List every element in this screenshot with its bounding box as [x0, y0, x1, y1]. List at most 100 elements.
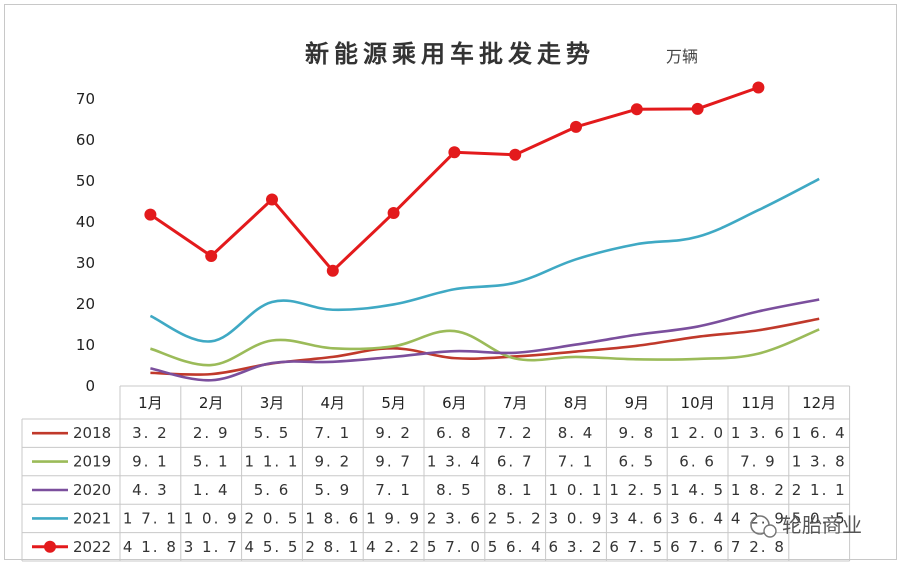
data-label: 1 6. 4 [792, 424, 847, 442]
x-tick-label: 5月 [381, 394, 406, 412]
x-tick-label: 12月 [802, 394, 836, 412]
data-label: 1 0. 1 [549, 481, 604, 499]
data-label: 3. 2 [132, 424, 169, 442]
chart-title: 新能源乘用车批发走势 [305, 40, 595, 68]
data-label: 7. 2 [497, 424, 534, 442]
x-tick-label: 3月 [260, 394, 285, 412]
data-label: 5. 5 [254, 424, 291, 442]
x-tick-label: 9月 [625, 394, 650, 412]
data-label: 5. 9 [314, 481, 351, 499]
x-tick-label: 4月 [321, 394, 346, 412]
data-label: 2 1. 1 [792, 481, 847, 499]
data-label: 2 0. 5 [245, 509, 300, 527]
data-point-2022 [570, 120, 582, 133]
data-point-2022 [691, 102, 704, 115]
data-label: 6. 6 [679, 453, 716, 471]
data-label: 7. 1 [558, 453, 595, 471]
data-label: 5. 6 [254, 481, 291, 499]
data-label: 8. 5 [436, 481, 473, 499]
data-label: 4 1. 8 [123, 538, 178, 556]
data-label: 4 2. 9 [731, 509, 786, 527]
y-tick-label: 10 [76, 336, 95, 354]
data-point-2022 [144, 208, 157, 221]
data-label: 6. 5 [618, 453, 655, 471]
data-label: 5. 1 [193, 453, 230, 471]
data-label: 6 3. 2 [549, 538, 604, 556]
data-label: 8. 1 [497, 481, 534, 499]
x-tick-label: 8月 [564, 394, 589, 412]
data-label: 4 2. 2 [366, 538, 421, 556]
data-label: 1 9. 9 [366, 509, 421, 527]
legend-label: 2022 [73, 538, 111, 556]
data-label: 1 3. 4 [427, 453, 482, 471]
data-label: 2 3. 6 [427, 509, 482, 527]
data-label: 5 7. 0 [427, 538, 482, 556]
series-line-2018 [150, 317, 820, 376]
data-label: 5 0. 5 [792, 509, 847, 527]
legend-label: 2019 [73, 453, 111, 471]
data-label: 9. 8 [618, 424, 655, 442]
data-label: 4 5. 5 [245, 538, 300, 556]
x-tick-label: 10月 [681, 394, 715, 412]
data-label: 9. 1 [132, 453, 169, 471]
y-tick-label: 50 [76, 172, 95, 190]
data-point-2022 [326, 264, 339, 277]
data-label: 2 8. 1 [305, 538, 360, 556]
series-line-2020 [150, 298, 820, 382]
data-point-2022 [752, 81, 765, 94]
data-label: 1 8. 2 [731, 481, 786, 499]
data-label: 9. 2 [375, 424, 412, 442]
legend-label: 2020 [73, 481, 111, 499]
x-tick-label: 7月 [503, 394, 528, 412]
data-label: 7. 9 [740, 453, 777, 471]
data-label: 1 7. 1 [123, 509, 178, 527]
data-point-2022 [387, 206, 400, 219]
data-label: 8. 4 [558, 424, 595, 442]
data-label: 1 2. 0 [670, 424, 725, 442]
data-label: 6 7. 5 [609, 538, 664, 556]
data-label: 2 5. 2 [488, 509, 543, 527]
chart-unit: 万辆 [666, 47, 698, 66]
x-tick-label: 1月 [138, 394, 163, 412]
data-label: 1. 4 [193, 481, 230, 499]
data-label: 6. 7 [497, 453, 534, 471]
y-tick-label: 60 [76, 131, 95, 149]
data-label: 7. 1 [375, 481, 412, 499]
data-label: 4. 3 [132, 481, 169, 499]
data-label: 3 6. 4 [670, 509, 725, 527]
data-label: 6 7. 6 [670, 538, 725, 556]
data-label: 1 3. 8 [792, 453, 847, 471]
x-tick-label: 6月 [442, 394, 467, 412]
y-tick-label: 40 [76, 213, 95, 231]
data-label: 1 0. 9 [184, 509, 239, 527]
data-label: 1 4. 5 [670, 481, 725, 499]
series-line-2022 [149, 86, 759, 273]
chart-frame [4, 4, 897, 560]
data-label: 7 2. 8 [731, 538, 786, 556]
data-label: 1 8. 6 [305, 509, 360, 527]
data-point-2022 [448, 146, 461, 159]
data-point-2022 [630, 103, 643, 116]
data-label: 6. 8 [436, 424, 473, 442]
data-label: 7. 1 [314, 424, 351, 442]
x-tick-label: 2月 [199, 394, 224, 412]
data-point-2022 [205, 250, 218, 263]
data-point-2022 [266, 193, 278, 206]
data-label: 9. 7 [375, 453, 412, 471]
series-line-2021 [149, 177, 820, 343]
legend-marker-2022 [44, 540, 56, 553]
watermark: 轮胎商业 [750, 513, 862, 538]
data-label: 1 3. 6 [731, 424, 786, 442]
y-tick-label: 70 [76, 90, 95, 108]
legend-label: 2021 [73, 509, 111, 527]
data-label: 1 1. 1 [245, 453, 300, 471]
watermark-text: 轮胎商业 [782, 513, 862, 537]
data-label: 9. 2 [314, 453, 351, 471]
data-point-2022 [509, 148, 522, 161]
y-tick-label: 20 [76, 295, 95, 313]
y-tick-label: 30 [76, 254, 95, 272]
data-label: 1 2. 5 [609, 481, 664, 499]
data-label: 5 6. 4 [488, 538, 543, 556]
wechat-icon-bubble [763, 524, 777, 538]
